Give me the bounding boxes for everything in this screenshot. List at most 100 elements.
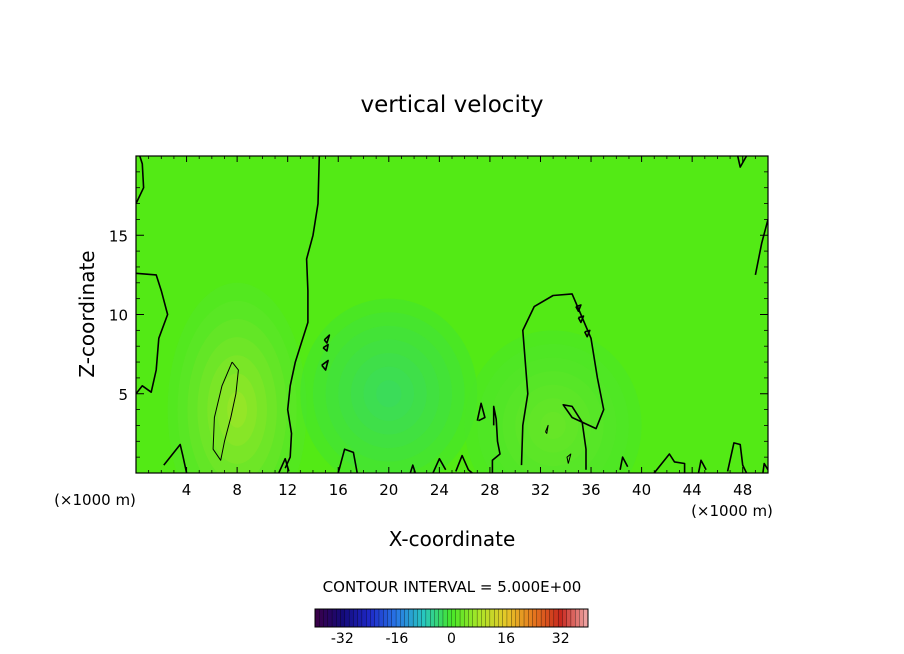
- x-tick-label: 20: [379, 481, 398, 499]
- colorbar-swatch: [430, 608, 435, 628]
- contour-line-2: [136, 272, 169, 395]
- x-unit-label-left: (×1000 m): [54, 491, 136, 509]
- colorbar-swatch: [464, 608, 470, 628]
- contour-line-15: [476, 402, 486, 422]
- contour-line-17: [619, 456, 629, 470]
- x-unit-label-right: (×1000 m): [691, 502, 773, 520]
- colorbar-swatch: [447, 608, 452, 628]
- colorbar-swatch: [472, 608, 478, 628]
- colorbar-swatch: [540, 608, 546, 628]
- colorbar-tick-label: 0: [447, 631, 456, 647]
- x-tick-label: 28: [480, 481, 499, 499]
- colorbar-swatch: [579, 608, 585, 628]
- contour-line-25: [575, 304, 582, 313]
- colorbar-swatch: [498, 608, 504, 628]
- contour-line-19: [697, 459, 707, 473]
- colorbar-swatch: [336, 608, 342, 628]
- colorbar-swatch: [425, 608, 431, 628]
- contour-line-21: [762, 462, 768, 473]
- x-tick-label: 12: [278, 481, 297, 499]
- contour-lines: [136, 156, 768, 473]
- colorbar-swatch: [408, 608, 414, 628]
- colorbar-swatches: [314, 608, 589, 628]
- x-tick-label: 8: [232, 481, 242, 499]
- colorbar-swatch: [528, 608, 533, 628]
- colorbar-swatch: [319, 608, 324, 628]
- y-tick-label: 5: [118, 386, 128, 404]
- colorbar-swatch: [331, 608, 337, 628]
- x-tick-label: 4: [182, 481, 192, 499]
- colorbar-swatch: [545, 608, 551, 628]
- x-tick-label: 44: [683, 481, 702, 499]
- contour-line-11: [337, 448, 358, 473]
- colorbar-swatch: [383, 608, 388, 628]
- contour-line-5: [736, 156, 748, 168]
- colorbar-swatch: [451, 608, 457, 628]
- contour-line-7: [545, 424, 549, 434]
- colorbar-swatch: [485, 608, 491, 628]
- contour-line-8: [566, 453, 572, 464]
- colorbar-swatch: [391, 608, 397, 628]
- colorbar-swatch: [348, 608, 354, 628]
- colorbar-swatch: [459, 608, 465, 628]
- colorbar-swatch: [553, 608, 559, 628]
- y-tick-label: 15: [109, 227, 128, 245]
- colorbar-swatch: [494, 608, 499, 628]
- contour-line-27: [583, 329, 591, 338]
- colorbar-tick-label: 16: [497, 631, 515, 647]
- colorbar-swatch: [468, 608, 474, 628]
- y-axis-label: Z-coordinate: [75, 250, 99, 377]
- colorbar-swatch: [502, 608, 508, 628]
- colorbar-swatch: [519, 608, 525, 628]
- chart-title: vertical velocity: [361, 92, 544, 118]
- colorbar-swatch: [481, 608, 487, 628]
- colorbar-swatch: [361, 608, 367, 628]
- colorbar-swatch: [412, 608, 418, 628]
- x-tick-label: 36: [581, 481, 600, 499]
- contour-line-14: [455, 454, 473, 473]
- contour-line-26: [577, 315, 585, 324]
- colorbar-swatch: [476, 608, 482, 628]
- colorbar-swatch: [374, 608, 380, 628]
- velocity-field: [167, 282, 642, 473]
- colorbar-swatch: [353, 608, 359, 628]
- y-tick-label: 10: [109, 307, 128, 325]
- colorbar-swatch: [387, 608, 393, 628]
- colorbar-swatch: [434, 608, 440, 628]
- colorbar-swatch: [327, 608, 333, 628]
- colorbar-swatch: [400, 608, 406, 628]
- colorbar-swatch: [532, 608, 538, 628]
- colorbar-swatch: [357, 608, 363, 628]
- colorbar-swatch: [395, 608, 401, 628]
- colorbar: -32 -16 0 16 32: [314, 608, 589, 647]
- colorbar-swatch: [438, 608, 444, 628]
- colorbar-tick-labels: -32 -16 0 16 32: [331, 631, 570, 647]
- colorbar-tick-label: -16: [385, 631, 408, 647]
- colorbar-tick-label: -32: [331, 631, 354, 647]
- colorbar-swatch: [562, 608, 568, 628]
- colorbar-swatch: [566, 608, 572, 628]
- colorbar-swatch: [366, 608, 371, 628]
- contour-line-0: [284, 156, 321, 469]
- contour-line-4: [754, 219, 768, 276]
- contour-line-24: [321, 359, 329, 371]
- colorbar-swatch: [455, 608, 461, 628]
- colorbar-swatch: [536, 608, 542, 628]
- colorbar-swatch: [314, 608, 320, 628]
- colorbar-swatch: [575, 608, 580, 628]
- colorbar-swatch: [506, 608, 512, 628]
- colorbar-swatch: [557, 608, 563, 628]
- colorbar-swatch: [489, 608, 495, 628]
- colorbar-swatch: [323, 608, 329, 628]
- colorbar-swatch: [511, 608, 516, 628]
- contour-line-22: [322, 343, 329, 352]
- colorbar-swatch: [378, 608, 384, 628]
- x-axis-ticks: 4 8 12 16 20 24 28 32 36 40 44 48: [148, 156, 756, 499]
- plot-area: [135, 155, 769, 474]
- colorbar-swatch: [344, 608, 350, 628]
- colorbar-swatch: [570, 608, 576, 628]
- x-tick-label: 24: [430, 481, 449, 499]
- x-tick-label: 32: [531, 481, 550, 499]
- colorbar-tick-label: 32: [552, 631, 570, 647]
